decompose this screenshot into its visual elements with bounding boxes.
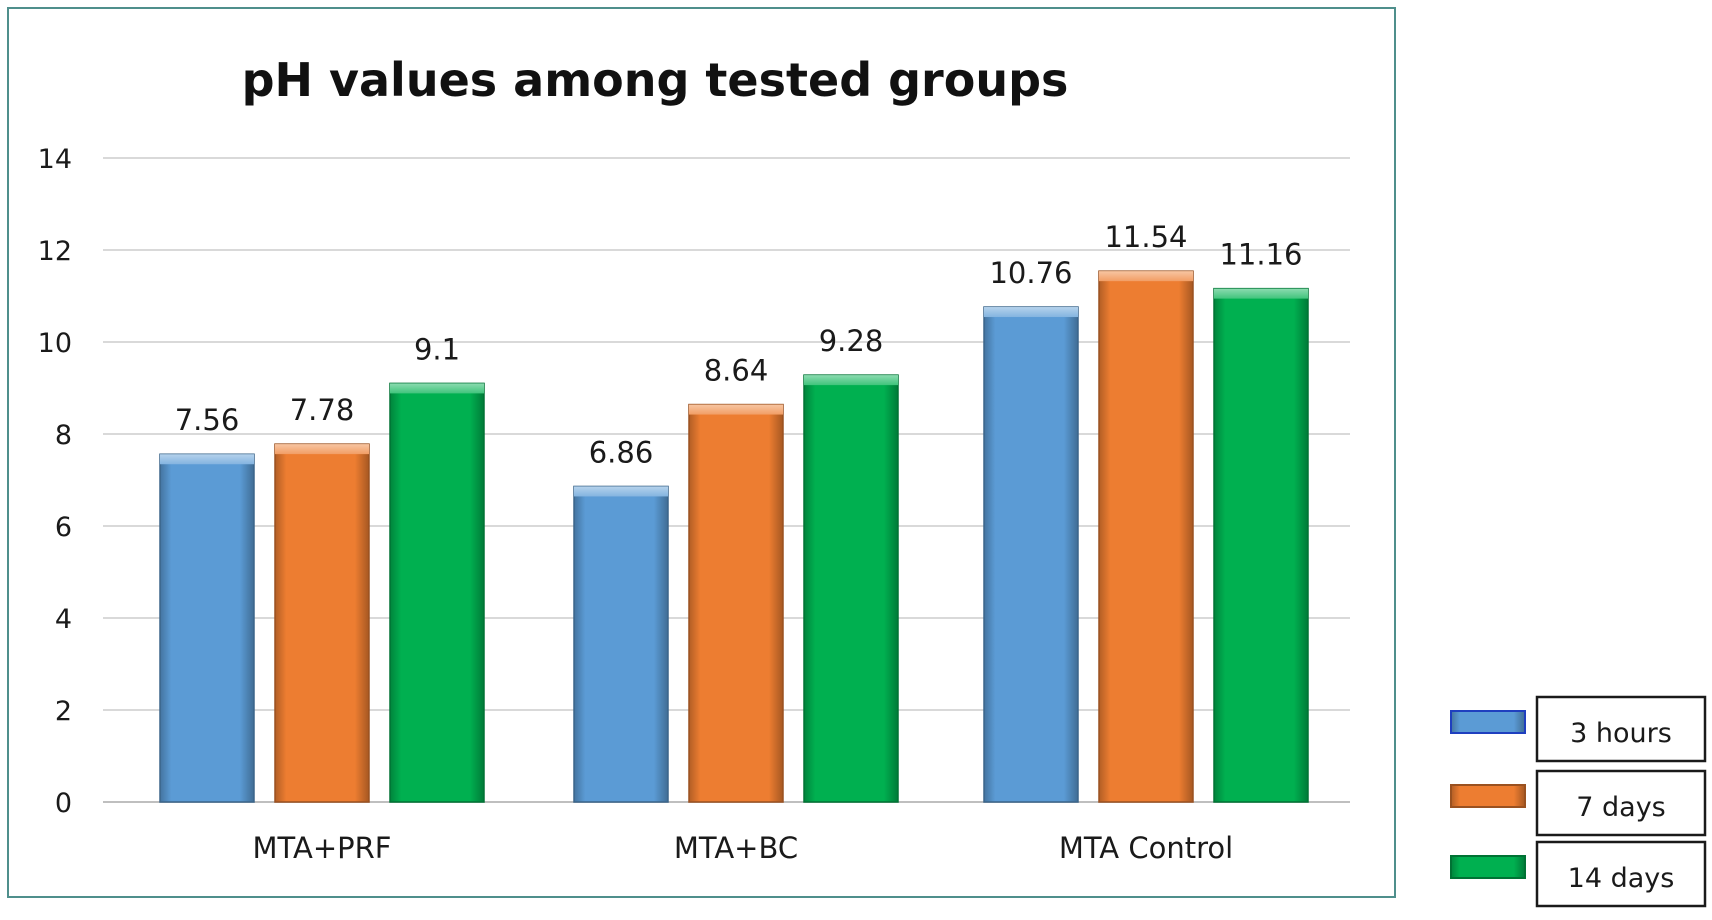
legend-label: 3 hours	[1570, 718, 1672, 749]
y-tick-label: 6	[55, 512, 72, 543]
y-tick-label: 12	[38, 236, 72, 267]
data-label: 7.78	[290, 393, 355, 427]
x-axis-categories: MTA+PRF MTA+BC MTA Control	[253, 831, 1234, 865]
category-label: MTA+PRF	[253, 831, 392, 865]
bar-body	[688, 403, 784, 803]
bar	[803, 374, 899, 803]
legend-swatch	[1450, 784, 1526, 808]
y-tick-label: 8	[55, 420, 72, 451]
legend-label-box	[1535, 695, 1707, 763]
legend-label-box	[1535, 840, 1707, 908]
bar	[983, 306, 1079, 803]
data-label: 10.76	[989, 256, 1072, 290]
y-tick-label: 4	[55, 604, 72, 635]
bar-body	[389, 382, 485, 803]
y-axis-ticks: 0 2 4 6 8 10 12 14	[38, 144, 72, 819]
bar	[688, 403, 784, 803]
bar-top	[689, 404, 783, 415]
bar	[274, 443, 370, 803]
y-tick-label: 2	[55, 696, 72, 727]
bar-top	[160, 454, 254, 465]
data-label: 6.86	[589, 435, 654, 469]
bar-body	[159, 453, 255, 803]
data-label: 11.16	[1219, 238, 1302, 272]
bar-top	[574, 486, 668, 497]
data-label: 9.28	[819, 324, 884, 358]
category-label: MTA Control	[1059, 831, 1233, 865]
data-labels: 7.56 7.78 9.1 6.86 8.64 9.28 10.76 11.54 11.16	[175, 220, 1303, 469]
legend-label: 14 days	[1568, 863, 1675, 894]
bar	[389, 382, 485, 803]
bar-body	[573, 485, 669, 803]
bar-body	[1213, 287, 1309, 803]
bar-top	[984, 307, 1078, 318]
data-label: 11.54	[1104, 220, 1187, 254]
bar	[573, 485, 669, 803]
y-tick-label: 14	[38, 144, 72, 175]
bar-body	[803, 374, 899, 803]
bar	[1213, 287, 1309, 803]
legend-item: 14 days	[1450, 840, 1707, 908]
bars	[159, 270, 1309, 803]
bar-top	[1099, 271, 1193, 282]
bar-top	[804, 375, 898, 386]
data-label: 9.1	[414, 332, 460, 366]
bar-top	[390, 383, 484, 394]
y-tick-label: 10	[38, 328, 72, 359]
legend-item: 3 hours	[1450, 695, 1707, 763]
bar	[1098, 270, 1194, 803]
legend-item: 7 days	[1450, 769, 1707, 837]
category-label: MTA+BC	[674, 831, 798, 865]
data-label: 8.64	[704, 354, 769, 388]
bar-body	[983, 306, 1079, 803]
bar-body	[1098, 270, 1194, 803]
legend: 3 hours 7 days 14 days	[1450, 695, 1707, 908]
legend-swatch	[1450, 710, 1526, 734]
legend-label-box	[1535, 769, 1707, 837]
legend-swatch	[1450, 855, 1526, 879]
data-label: 7.56	[175, 403, 240, 437]
chart-title: pH values among tested groups	[242, 53, 1069, 107]
legend-label: 7 days	[1576, 792, 1666, 823]
bar-top	[1214, 288, 1308, 299]
bar-body	[274, 443, 370, 803]
y-tick-label: 0	[55, 788, 72, 819]
bar	[159, 453, 255, 803]
bar-top	[275, 444, 369, 455]
